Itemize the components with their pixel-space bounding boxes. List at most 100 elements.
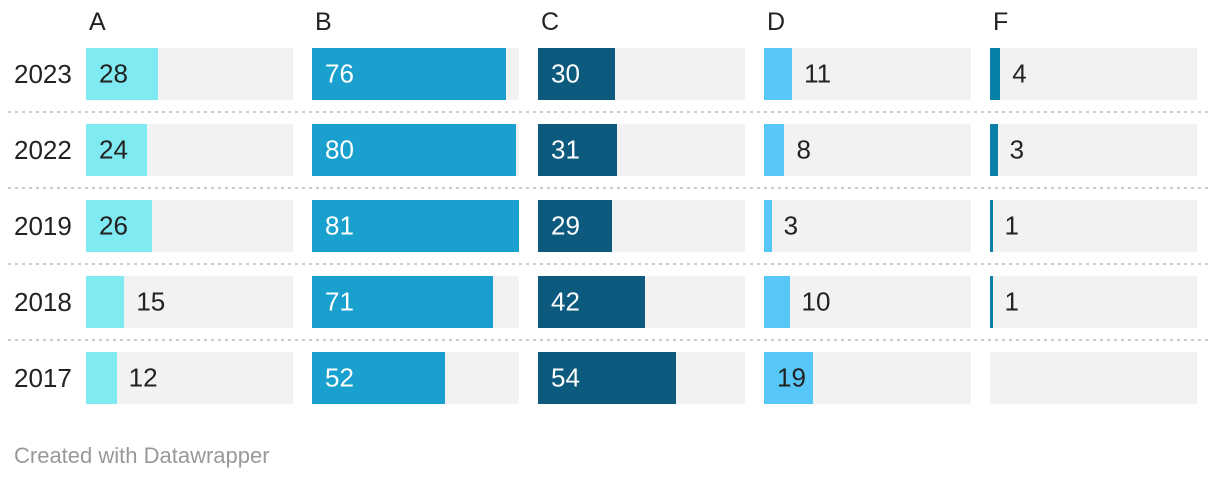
- row-separator: [8, 339, 1212, 341]
- row-separator: [8, 111, 1212, 113]
- row-label: 2023: [14, 58, 72, 89]
- bar: [990, 124, 998, 176]
- bar-cell-d-2022: 8: [764, 124, 971, 176]
- bar: [990, 200, 993, 252]
- bar-cell-f-2018: 1: [990, 276, 1197, 328]
- bar-cell-c-2019: 29: [538, 200, 745, 252]
- bar-cell-a-2022: 24: [86, 124, 293, 176]
- value-label: 19: [777, 362, 806, 393]
- value-label: 10: [801, 286, 831, 317]
- bar-cell-a-2019: 26: [86, 200, 293, 252]
- table-row-2022: 2022 24 80 31 8 3: [14, 124, 1197, 176]
- value-label: 81: [325, 210, 354, 241]
- bar-track: [764, 276, 971, 328]
- bar: [86, 276, 125, 328]
- datawrapper-credit-link[interactable]: Created with Datawrapper: [14, 443, 270, 468]
- table-row-2019: 2019 26 81 29 3 1: [14, 200, 1197, 252]
- bar: [312, 276, 494, 328]
- value-label: 76: [325, 58, 354, 89]
- value-label: 71: [325, 286, 354, 317]
- bar-cell-b-2018: 71: [312, 276, 519, 328]
- bar-cell-b-2019: 81: [312, 200, 519, 252]
- value-label: 42: [551, 286, 580, 317]
- bar: [312, 124, 517, 176]
- bar: [764, 48, 793, 100]
- bar: [764, 124, 785, 176]
- bar-track: [990, 124, 1197, 176]
- bar-cell-a-2023: 28: [86, 48, 293, 100]
- header-spacer: [14, 10, 67, 34]
- column-header-f: F: [993, 8, 1009, 36]
- bar-cell-a-2017: 12: [86, 352, 293, 404]
- bar-cell-d-2017: 19: [764, 352, 971, 404]
- bar-cell-f-2019: 1: [990, 200, 1197, 252]
- bar-cell-c-2023: 30: [538, 48, 745, 100]
- column-header-b: B: [315, 8, 332, 36]
- value-label: 24: [99, 134, 128, 165]
- value-label: 80: [325, 134, 354, 165]
- bar: [538, 352, 676, 404]
- value-label: 8: [796, 134, 811, 165]
- bar: [538, 48, 615, 100]
- row-label: 2018: [14, 286, 72, 317]
- bar-cell-b-2022: 80: [312, 124, 519, 176]
- value-label: 1: [1004, 210, 1020, 241]
- bar-cell-b-2017: 52: [312, 352, 519, 404]
- value-label: 29: [551, 210, 580, 241]
- bar: [764, 200, 772, 252]
- value-label: 31: [551, 134, 580, 165]
- bar-track: [86, 352, 293, 404]
- bar-cell-d-2018: 10: [764, 276, 971, 328]
- bar-cell-d-2023: 11: [764, 48, 971, 100]
- row-label: 2017: [14, 362, 72, 393]
- table-row-2017: 2017 12 52 54 19: [14, 352, 1197, 404]
- bar-cell-b-2023: 76: [312, 48, 519, 100]
- bar: [764, 276, 790, 328]
- bar-cell-f-2017: [990, 352, 1197, 404]
- bar-cell-c-2018: 42: [538, 276, 745, 328]
- bar-cell-d-2019: 3: [764, 200, 971, 252]
- row-separator: [8, 187, 1212, 189]
- bar: [312, 200, 519, 252]
- bar: [86, 352, 117, 404]
- value-label: 11: [804, 58, 832, 89]
- table-row-2018: 2018 15 71 42 10 1: [14, 276, 1197, 328]
- value-label: 1: [1004, 286, 1020, 317]
- bar-cell-a-2018: 15: [86, 276, 293, 328]
- value-label: 12: [128, 362, 158, 393]
- value-label: 3: [783, 210, 799, 241]
- bar-cell-f-2022: 3: [990, 124, 1197, 176]
- bar-track: [764, 48, 971, 100]
- bar-cell-c-2022: 31: [538, 124, 745, 176]
- rows-container: 2023 28 76 30 11 4 2022 24 80 31 8 3 2019 26 81 29 3 1 201…: [8, 48, 1212, 404]
- value-label: 28: [99, 58, 128, 89]
- value-label: 52: [325, 362, 354, 393]
- bar-cell-c-2017: 54: [538, 352, 745, 404]
- bar: [990, 276, 993, 328]
- bar-track: [990, 200, 1197, 252]
- attribution: Created with Datawrapper: [14, 443, 1197, 469]
- value-label: 3: [1009, 134, 1025, 165]
- bar: [538, 124, 618, 176]
- value-label: 26: [99, 210, 128, 241]
- value-label: 15: [136, 286, 166, 317]
- bar: [538, 276, 646, 328]
- bar-track: [990, 276, 1197, 328]
- column-header-d: D: [767, 8, 786, 36]
- bar: [86, 200, 153, 252]
- bar-track: [990, 48, 1197, 100]
- bar-cell-f-2023: 4: [990, 48, 1197, 100]
- bar: [86, 48, 158, 100]
- row-label: 2022: [14, 134, 72, 165]
- row-separator: [8, 263, 1212, 265]
- table-row-2023: 2023 28 76 30 11 4: [14, 48, 1197, 100]
- bar: [86, 124, 148, 176]
- bar: [312, 48, 507, 100]
- bar-track: [764, 200, 971, 252]
- value-label: 4: [1012, 58, 1027, 89]
- column-header-c: C: [541, 8, 560, 36]
- column-header-a: A: [89, 8, 106, 36]
- value-label: 54: [551, 362, 580, 393]
